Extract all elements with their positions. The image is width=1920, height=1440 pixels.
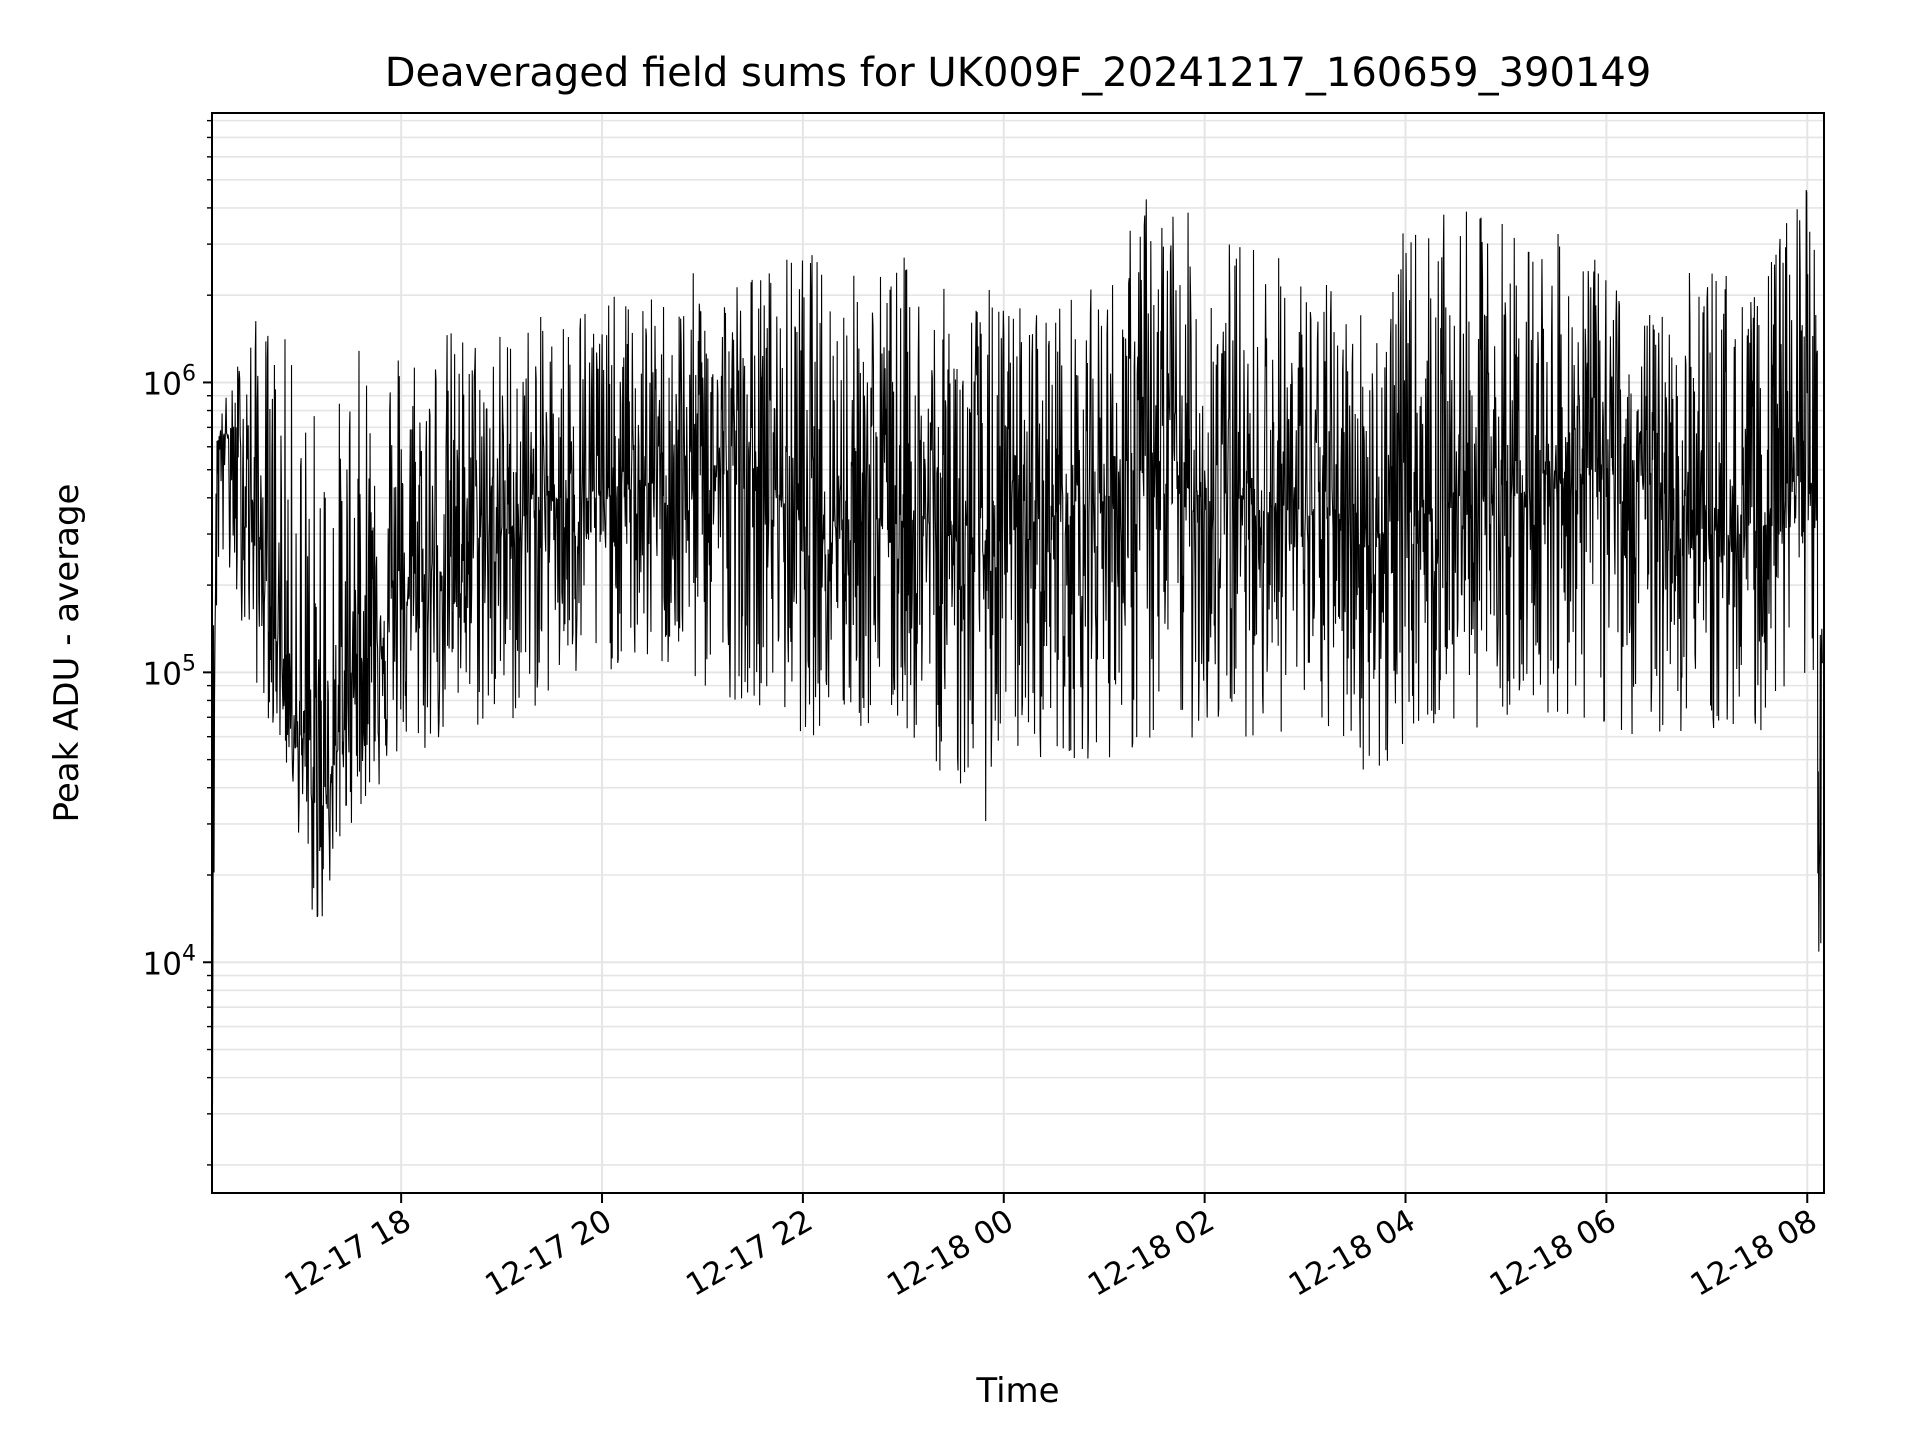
y-tick-label: 104 bbox=[143, 941, 196, 982]
y-tick-label: 105 bbox=[143, 651, 196, 692]
grid bbox=[212, 113, 1824, 1193]
data-series-line bbox=[211, 190, 1823, 1105]
chart-title: Deaveraged field sums for UK009F_2024121… bbox=[385, 50, 1652, 96]
y-tick-label: 106 bbox=[143, 361, 196, 402]
plot-frame bbox=[211, 112, 1825, 1194]
series-line bbox=[211, 190, 1823, 1105]
x-axis-label: Time bbox=[975, 1371, 1059, 1411]
y-axis-label: Peak ADU - average bbox=[47, 484, 87, 823]
